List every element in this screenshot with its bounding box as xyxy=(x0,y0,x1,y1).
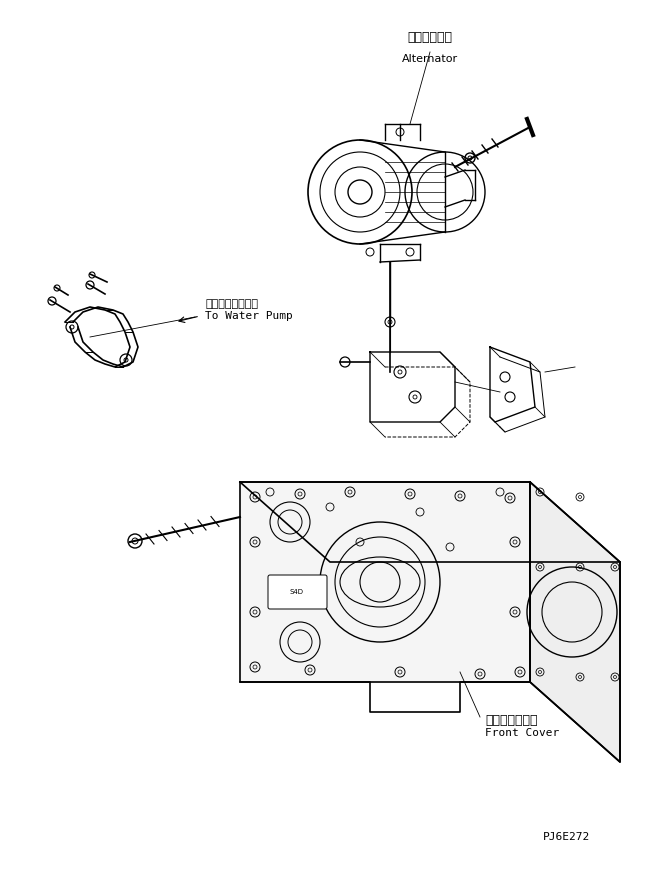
Polygon shape xyxy=(240,482,530,682)
Polygon shape xyxy=(240,482,620,562)
Text: Alternator: Alternator xyxy=(402,54,458,64)
Text: オルタネータ: オルタネータ xyxy=(407,31,453,44)
Text: フロントカバー: フロントカバー xyxy=(485,714,537,727)
FancyBboxPatch shape xyxy=(268,575,327,609)
Text: To Water Pump: To Water Pump xyxy=(205,311,293,321)
Text: Front Cover: Front Cover xyxy=(485,728,559,738)
Text: PJ6E272: PJ6E272 xyxy=(543,832,590,842)
Polygon shape xyxy=(530,482,620,762)
Text: S4D: S4D xyxy=(290,589,304,595)
Text: ウォータポンプへ: ウォータポンプへ xyxy=(205,299,258,309)
